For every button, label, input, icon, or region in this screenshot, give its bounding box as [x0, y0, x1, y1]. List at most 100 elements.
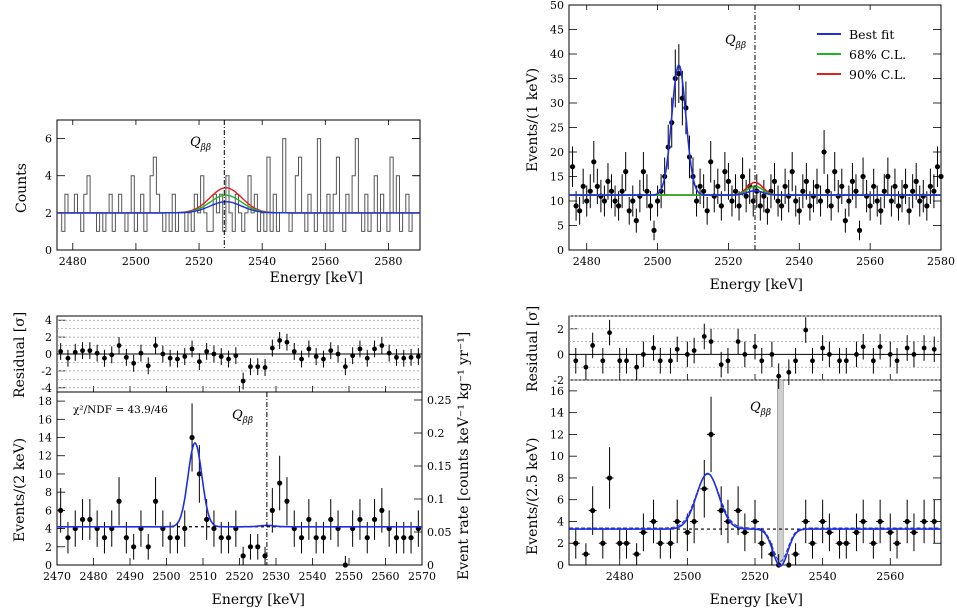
data-point: [904, 518, 910, 525]
data-point: [269, 507, 275, 513]
data-point: [803, 178, 809, 184]
fit-curve-blue: [569, 472, 941, 567]
data-point: [775, 198, 781, 204]
residual-point: [877, 344, 883, 350]
data-point: [693, 198, 700, 204]
residual-point: [350, 353, 356, 359]
residual-point: [921, 345, 927, 351]
x-tick-label: 2540: [299, 570, 327, 583]
data-point: [820, 518, 826, 525]
data-point: [626, 208, 632, 214]
data-point: [704, 208, 710, 214]
residual-axis-label: Residual [σ]: [525, 306, 541, 392]
y-tick-label: 4: [557, 515, 564, 528]
fit-curve-blue-dashed: [569, 473, 941, 562]
residual-point: [328, 348, 334, 354]
data-point: [759, 540, 765, 546]
residual-point: [843, 358, 849, 364]
data-point: [590, 507, 596, 514]
data-point: [594, 183, 600, 189]
residual-point: [786, 369, 792, 375]
data-point: [836, 540, 843, 546]
x-tick-label: 2480: [606, 570, 634, 583]
data-point: [910, 188, 916, 194]
residual-point: [116, 343, 122, 348]
data-point: [701, 188, 707, 194]
x-tick-label: 2520: [226, 570, 254, 583]
residual-point: [691, 348, 697, 353]
residual-point: [651, 345, 656, 351]
data-point: [764, 208, 771, 214]
residual-point: [887, 352, 893, 357]
y-tick-label: 10: [550, 450, 564, 463]
y-tick-label: 35: [550, 73, 564, 86]
y-tick-label: 0: [557, 559, 564, 572]
data-point: [743, 193, 749, 199]
data-point: [742, 529, 748, 535]
data-point: [601, 198, 608, 204]
data-point: [650, 518, 657, 525]
data-point: [814, 183, 820, 189]
data-point: [839, 183, 845, 189]
y-tick-label: 25: [550, 122, 564, 135]
residual-point: [600, 358, 606, 364]
data-point: [740, 173, 746, 180]
x-tick-label: 2550: [335, 570, 363, 583]
data-point: [612, 198, 618, 204]
y-tick-label: 6: [557, 494, 564, 507]
residual-point: [401, 355, 407, 361]
data-point: [328, 516, 334, 523]
residual-point: [342, 364, 348, 370]
residual-point: [904, 345, 910, 351]
x-axis-label: Energy [keV]: [710, 592, 803, 608]
residual-point: [269, 345, 275, 351]
data-point: [778, 203, 785, 209]
residual-point: [776, 373, 782, 379]
data-point: [843, 540, 849, 546]
qbb-annotation: Qββ: [750, 400, 771, 418]
residual-point: [240, 378, 246, 384]
residual-point: [820, 345, 826, 351]
y-tick-label: -2: [553, 374, 564, 387]
residual-point: [364, 355, 370, 361]
data-point: [123, 535, 129, 541]
data-point: [793, 198, 799, 204]
data-point: [870, 540, 876, 546]
data-point: [587, 188, 593, 194]
data-point: [167, 535, 173, 541]
residual-point: [617, 358, 623, 364]
data-point: [871, 183, 877, 189]
y-axis-label: Events/(2.5 keV): [525, 438, 541, 555]
data-point: [881, 188, 887, 194]
data-point: [752, 518, 758, 525]
y-tick-label: 0: [45, 348, 52, 361]
plot-frame: [56, 119, 421, 251]
residual-point: [153, 343, 158, 348]
y-tick-label: 14: [38, 432, 52, 445]
data-point: [920, 193, 926, 199]
residual-point: [313, 354, 319, 359]
residual-point: [708, 339, 714, 344]
residual-point: [218, 354, 224, 359]
data-point: [306, 516, 312, 523]
residual-point: [291, 349, 297, 354]
right-y-tick-label: 0.1: [427, 493, 445, 506]
residual-point: [590, 343, 596, 348]
residual-axis-label: Residual [σ]: [12, 312, 28, 398]
x-tick-label: 2580: [374, 255, 402, 268]
residual-point: [394, 354, 399, 360]
x-tick-label: 2480: [80, 570, 108, 583]
data-point: [65, 535, 71, 541]
residual-point: [138, 350, 144, 356]
y-tick-label: -2: [41, 365, 52, 378]
y-tick-label: 12: [550, 428, 564, 441]
y-tick-label: -4: [41, 382, 52, 395]
data-point: [821, 149, 827, 155]
residual-point: [87, 348, 93, 354]
residual-point: [894, 358, 900, 364]
data-point: [623, 540, 630, 546]
data-point: [856, 227, 863, 233]
residual-point: [657, 358, 663, 364]
residual-point: [321, 356, 326, 362]
data-point: [718, 203, 724, 209]
